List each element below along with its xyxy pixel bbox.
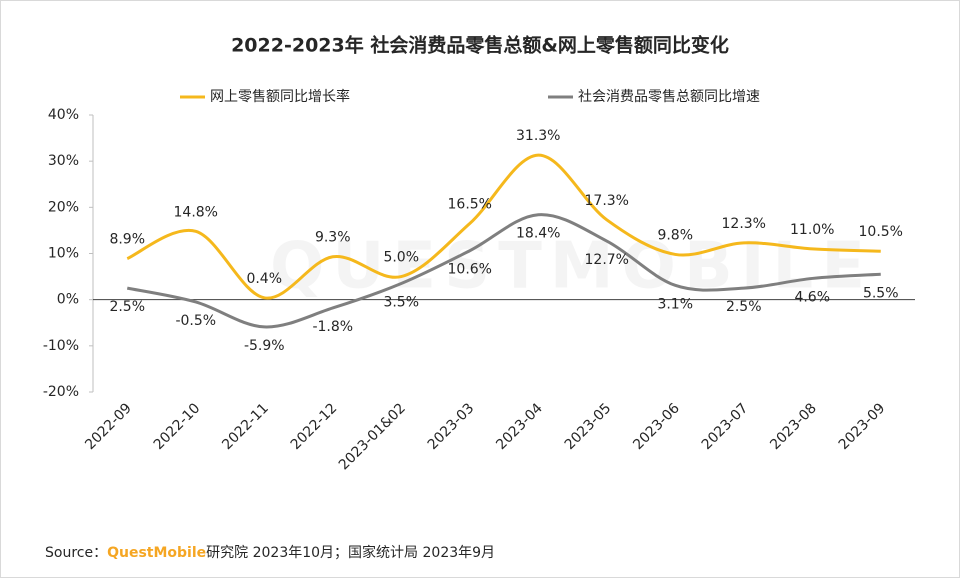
legend-label: 网上零售额同比增长率 [210, 88, 350, 105]
data-label: 8.9% [109, 232, 145, 248]
data-label: 10.6% [448, 262, 492, 278]
data-label: 16.5% [448, 196, 492, 212]
watermark: QUESTMOBILE [270, 230, 873, 304]
data-label: 5.5% [863, 285, 899, 301]
data-label: -0.5% [175, 313, 216, 329]
data-label: 3.5% [383, 295, 419, 311]
data-label: 10.5% [859, 224, 903, 240]
data-label: 3.1% [657, 296, 693, 312]
y-tick-label: -20% [43, 384, 79, 400]
data-label: 14.8% [174, 204, 218, 220]
data-label: 18.4% [516, 226, 560, 242]
y-tick-label: 30% [48, 153, 79, 169]
data-label: 12.3% [722, 216, 766, 232]
series-line [126, 213, 881, 329]
data-label: 4.6% [794, 289, 830, 305]
y-tick-label: 10% [48, 246, 79, 262]
data-label: 2.5% [109, 299, 145, 315]
data-label: 2.5% [726, 299, 762, 315]
source-brand: QuestMobile [107, 545, 206, 561]
data-label: 0.4% [246, 271, 282, 287]
data-label: 31.3% [516, 128, 560, 144]
data-label: 9.8% [657, 227, 693, 243]
chart-title: 2022-2023年 社会消费品零售总额&网上零售额同比变化 [231, 34, 729, 57]
data-label: 11.0% [790, 222, 834, 238]
source-prefix: Source： [45, 545, 107, 561]
data-label: -1.8% [312, 319, 353, 335]
y-tick-label: 20% [48, 199, 79, 215]
source: Source：QuestMobile研究院 2023年10月；国家统计局 202… [45, 544, 495, 561]
series-line [126, 153, 881, 300]
data-label: 5.0% [383, 250, 419, 266]
y-tick-label: 40% [48, 107, 79, 123]
data-label: -5.9% [244, 338, 285, 354]
y-tick-label: -10% [43, 338, 79, 354]
data-label: 9.3% [315, 230, 351, 246]
data-label: 17.3% [585, 193, 629, 209]
source-rest: 研究院 2023年10月；国家统计局 2023年9月 [206, 544, 495, 561]
data-label: 12.7% [585, 252, 629, 268]
legend-label: 社会消费品零售总额同比增速 [578, 89, 760, 105]
y-tick-label: 0% [57, 292, 79, 308]
